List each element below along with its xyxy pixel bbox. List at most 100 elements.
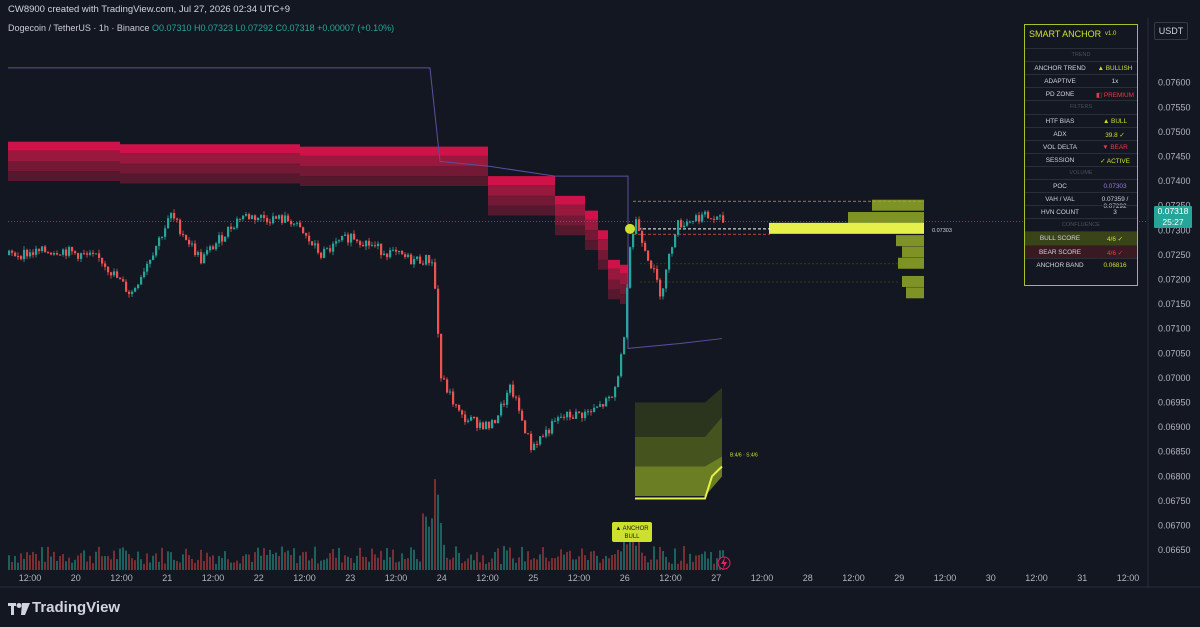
volume-bar: [68, 557, 70, 570]
candle-body: [8, 250, 11, 255]
candle-body: [131, 291, 134, 295]
candle-body: [107, 266, 110, 273]
y-tick-label: 0.06700: [1158, 521, 1191, 531]
panel-row-value: ▲ BULLISH: [1097, 65, 1133, 73]
panel-section-filters: FILTERS: [1025, 100, 1137, 114]
volume-bar: [146, 553, 148, 570]
lightning-icon: [717, 556, 731, 570]
panel-row-value: 0.07359 / 0.07292: [1101, 196, 1129, 211]
volume-bar: [323, 559, 325, 570]
volume-bar: [155, 553, 157, 570]
volume-bar: [62, 554, 64, 570]
volume-bar: [647, 562, 649, 570]
candle-body: [647, 250, 650, 261]
candle-body: [119, 277, 122, 280]
volume-bar: [50, 556, 52, 570]
candle-body: [437, 288, 440, 334]
volume-bar: [374, 554, 376, 570]
panel-row-label: ANCHOR TREND: [1034, 65, 1086, 73]
panel-row-adaptive: ADAPTIVE 1x: [1025, 74, 1137, 88]
candle-body: [167, 218, 170, 229]
tradingview-logo[interactable]: TradingView: [8, 599, 120, 616]
x-tick-label: 12:00: [1117, 573, 1140, 583]
volume-bar: [218, 555, 220, 570]
volume-bar: [365, 556, 367, 570]
candle-body: [335, 241, 338, 244]
panel-row-value: 1x: [1111, 78, 1119, 86]
panel-section-confluence: CONFLUENCE: [1025, 218, 1137, 232]
candle-body: [275, 216, 278, 219]
volume-bar: [179, 562, 181, 570]
anchor-tag-line1: ▲ ANCHOR: [615, 526, 649, 532]
candle-body: [443, 378, 446, 380]
currency-button[interactable]: USDT: [1154, 22, 1188, 40]
candle-body: [56, 253, 59, 255]
candle-body: [368, 240, 371, 246]
volume-bar: [164, 563, 166, 570]
candle-body: [698, 215, 701, 222]
last-price-badge: 0.07318 25:27: [1154, 206, 1192, 228]
volume-bar: [89, 555, 91, 570]
volume-bar: [101, 556, 103, 570]
volume-bar: [683, 546, 685, 570]
candle-body: [83, 253, 86, 255]
candle-body: [248, 214, 251, 220]
candle-body: [92, 252, 95, 254]
symbol-title[interactable]: Dogecoin / TetherUS · 1h · Binance: [8, 23, 150, 33]
y-tick-label: 0.07300: [1158, 225, 1191, 235]
candle-body: [497, 415, 500, 423]
candle-body: [653, 268, 656, 270]
candle-body: [440, 333, 443, 379]
volume-bar: [173, 559, 175, 570]
y-tick-label: 0.07350: [1158, 201, 1191, 211]
candle-body: [329, 248, 332, 252]
candle-body: [281, 215, 284, 223]
candle-body: [245, 214, 248, 216]
volume-bar: [311, 558, 313, 570]
volume-bar: [704, 551, 706, 570]
profile-bar: [902, 246, 924, 258]
volume-bar: [503, 546, 505, 570]
volume-bar: [524, 561, 526, 570]
candle-body: [284, 215, 287, 223]
chart-area[interactable]: 0.07600 0.07550 0.07500 0.07450 0.07400 0.073…: [0, 18, 1200, 588]
profile-bar: [769, 222, 924, 234]
volume-bar: [659, 546, 661, 570]
panel-row-value: ◧ PREMIUM: [1096, 92, 1134, 100]
candle-body: [575, 411, 578, 419]
volume-bar: [707, 558, 709, 570]
volume-bar: [191, 558, 193, 570]
last-price: 0.07318: [1157, 206, 1189, 216]
candle-body: [686, 221, 689, 226]
candle-body: [659, 279, 662, 297]
candle-body: [551, 421, 554, 434]
candle-body: [242, 215, 245, 220]
candle-body: [488, 421, 491, 429]
symbol-legend[interactable]: Dogecoin / TetherUS · 1h · Binance O0.07…: [8, 23, 394, 33]
candle-body: [209, 246, 212, 251]
volume-bar: [194, 562, 196, 570]
candle-body: [299, 222, 302, 228]
candle-body: [239, 218, 242, 220]
volume-bar: [512, 558, 514, 570]
candle-body: [206, 250, 209, 255]
volume-bar: [548, 561, 550, 570]
candle-body: [353, 233, 356, 240]
candle-body: [668, 253, 671, 270]
volume-bar: [407, 558, 409, 570]
volume-bar: [59, 555, 61, 570]
volume-bar: [53, 551, 55, 570]
candle-body: [221, 235, 224, 242]
x-tick-label: 22: [254, 573, 264, 583]
candle-body: [605, 398, 608, 407]
volume-bar: [479, 562, 481, 570]
volume-bar: [359, 547, 361, 570]
volume-bar: [692, 561, 694, 570]
volume-bar: [593, 550, 595, 570]
volume-bar: [641, 552, 643, 570]
panel-section-volume: VOLUME: [1025, 165, 1137, 180]
candle-body: [263, 215, 266, 219]
volume-bar: [557, 556, 559, 570]
chart-svg[interactable]: 0.07600 0.07550 0.07500 0.07450 0.07400 0.073…: [0, 18, 1200, 588]
candle-body: [527, 433, 530, 435]
